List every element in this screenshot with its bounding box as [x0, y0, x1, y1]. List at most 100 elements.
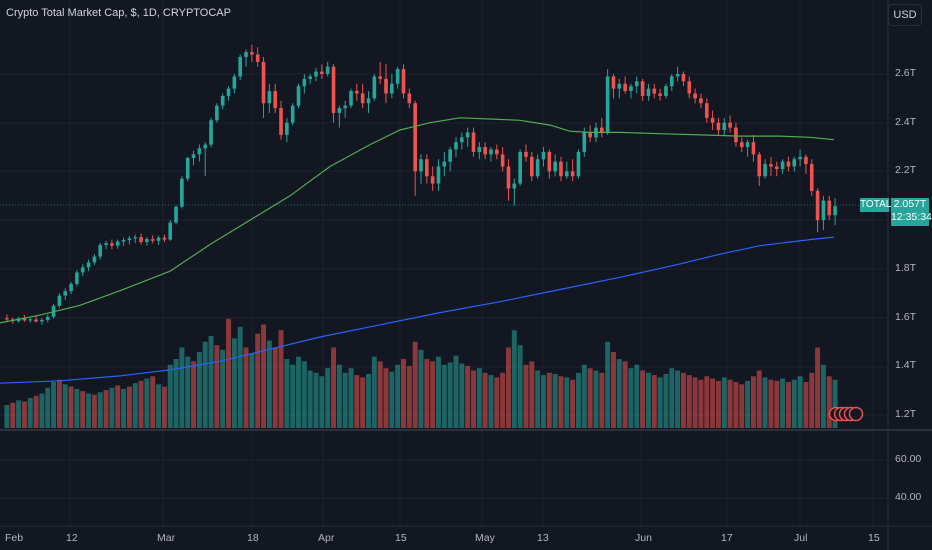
candle-body	[98, 244, 103, 257]
candle-body	[646, 88, 651, 96]
volume-bar	[721, 377, 727, 428]
candle-body	[197, 148, 202, 155]
candle-body	[425, 159, 429, 177]
price-tick: 1.6T	[895, 311, 917, 323]
currency-button[interactable]: USD	[888, 4, 922, 26]
volume-bar	[161, 386, 167, 428]
volume-bar	[424, 359, 430, 428]
candle-body	[34, 319, 38, 322]
volume-bar	[325, 368, 331, 428]
candle-body	[599, 127, 604, 133]
candle-body	[629, 86, 633, 92]
candle-body	[28, 319, 33, 321]
candle-body	[728, 122, 732, 128]
volume-bar	[570, 379, 576, 428]
candle-body	[640, 81, 645, 96]
last-price-value: 2.057T	[893, 198, 927, 210]
volume-bar	[319, 376, 325, 428]
candle-body	[413, 103, 417, 172]
candle-body	[220, 95, 225, 106]
volume-bar	[179, 347, 185, 428]
candle-body	[454, 142, 458, 150]
candle-body	[623, 83, 627, 92]
candle-body	[232, 76, 237, 89]
volume-bar	[482, 372, 488, 428]
candle-body	[524, 151, 528, 157]
price-tick: 2.6T	[895, 67, 917, 79]
volume-bar	[564, 377, 570, 428]
volume-tick: 60.00	[895, 453, 922, 465]
candle-body	[763, 164, 767, 177]
volume-bar	[45, 387, 51, 428]
volume-bar	[803, 382, 809, 428]
volume-bar	[231, 338, 237, 428]
volume-bar	[354, 375, 360, 428]
volume-bar	[430, 361, 436, 428]
volume-bar	[290, 364, 296, 428]
ma_long-line	[0, 236, 835, 384]
candle-body	[325, 66, 330, 74]
volume-bar	[500, 372, 506, 428]
last-price-badge: 2.057T 12:35:34	[891, 198, 932, 226]
candle-body	[255, 54, 260, 62]
volume-bar	[33, 395, 39, 428]
volume-bar	[692, 377, 698, 428]
candle-body	[5, 318, 9, 320]
volume-bar	[412, 341, 418, 428]
volume-bar	[109, 387, 115, 428]
volume-bar	[68, 386, 74, 428]
volume-bar	[593, 370, 599, 428]
volume-bar	[418, 349, 424, 428]
volume-bar	[669, 368, 675, 428]
volume-bar	[587, 368, 593, 428]
time-label: 18	[247, 532, 259, 544]
candle-body	[331, 66, 336, 113]
event-markers[interactable]	[828, 406, 864, 422]
candle-body	[477, 147, 482, 152]
price-tick: 1.8T	[895, 262, 917, 274]
candle-body	[366, 98, 371, 104]
candle-body	[302, 78, 307, 87]
candle-body	[45, 316, 50, 320]
candle-body	[745, 142, 750, 148]
volume-bar	[389, 371, 395, 428]
volume-bar	[710, 378, 716, 428]
volume-bar	[756, 370, 762, 428]
candle-body	[360, 93, 365, 104]
volume-bar	[272, 347, 278, 428]
candle-body	[395, 69, 400, 84]
volume-bar	[762, 377, 768, 428]
volume-bar	[453, 355, 459, 428]
candle-body	[250, 52, 254, 55]
event-marker-5[interactable]	[848, 406, 864, 422]
volume-bar	[745, 380, 751, 428]
volume-bar	[196, 352, 202, 428]
price-tick: 1.2T	[895, 408, 917, 420]
volume-bar	[447, 362, 453, 428]
bar-countdown: 12:35:34	[891, 211, 932, 223]
time-label: Jul	[794, 532, 808, 544]
candle-body	[80, 267, 85, 273]
candle-body	[355, 91, 359, 94]
volume-bar	[39, 393, 45, 428]
volume-bar	[4, 405, 10, 428]
candle-body	[191, 154, 196, 159]
candle-body	[460, 137, 464, 143]
candle-body	[739, 142, 744, 148]
candle-body	[407, 93, 412, 104]
candle-body	[174, 206, 178, 223]
volume-bar	[97, 392, 103, 428]
volume-bar	[791, 379, 797, 428]
candle-body	[757, 154, 762, 177]
candle-body	[530, 156, 534, 177]
volume-bar	[395, 364, 401, 428]
candle-body	[86, 262, 91, 268]
volume-bar	[103, 390, 109, 428]
volume-bar	[214, 345, 220, 428]
volume-bar	[552, 373, 558, 428]
candle-body	[769, 164, 773, 167]
candle-body	[349, 91, 353, 106]
volume-bar	[471, 370, 476, 428]
